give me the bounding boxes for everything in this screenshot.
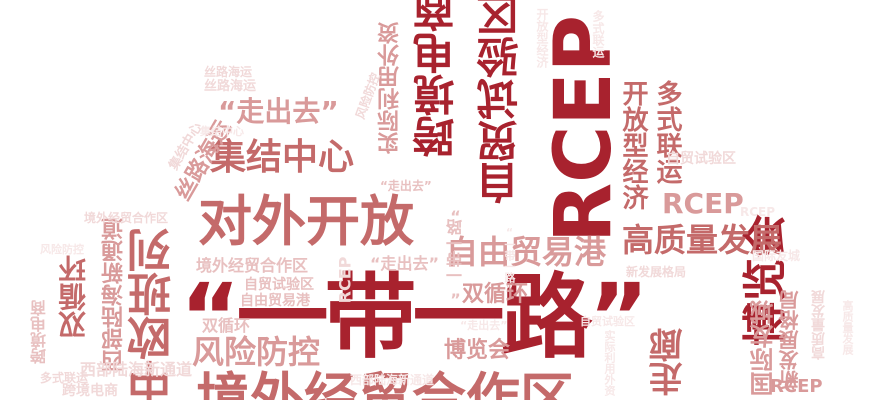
word-jingwai-3: 境外经贸合作区 [84,211,169,225]
word-kaifangxing-jingji: 开放型经济 [618,80,648,210]
word-fengxian-3: 风险防控 [40,243,84,256]
word-ziyou-maoyigang: 自由贸易港 [446,233,607,271]
word-ziyou-2: 自由贸易港 [240,293,310,309]
word-sihai-2: 丝路海运 [204,79,257,94]
word-zimao-3: 自贸试验区 [666,151,736,167]
word-zimao-shiyanqu: 自贸试验区 [476,0,525,204]
word-xinfazhan: 新发展格局 [778,290,802,390]
word-jingwai-jingmao: 境外经贸合作区 [196,367,574,400]
word-bolanhui-2: 博览会 [444,338,511,363]
word-rcep-4: RCEP [335,256,355,304]
word-xinfazhan-2: 新发展格局 [626,265,687,279]
word-jijie-3: 集结中心 [200,125,244,138]
word-duiwai-kaifang: 对外开放 [198,190,414,253]
word-xibu-2: 西部陆海新通道 [80,360,193,379]
word-shishi-2: 实际利用外资 [603,330,616,396]
word-shiji-liyong: 实际利用外资 [378,22,403,154]
word-xibu-luhai: 西部陆海新通道 [102,218,127,372]
word-gaozhiliang: 高质量发展 [622,221,783,259]
word-shuangxunhuan-2: 双循环 [462,282,529,307]
word-rcep-5: RCEP [740,205,776,219]
word-zouchuqu-3: “走出去” [380,179,432,193]
word-kuajing-2: 跨境电商 [30,300,49,364]
word-yidaiyilu-2: “一带一路” [446,200,465,302]
word-zimao-4: 自贸试验区 [580,315,635,328]
word-zouchuqu-2: “走出去” [370,254,440,273]
word-gaozhiliang-3: 高质量发展 [841,300,854,355]
word-shuangxunhuan-3: 双循环 [202,316,251,335]
word-kuajing-3: 跨境电商 [62,383,118,399]
word-fengxian-fangkong: 风险防控 [192,333,321,371]
word-rcep: RCEP [538,15,629,243]
word-zimao-2: 自贸试验区 [244,277,314,293]
word-zoulang: 走廊 [649,328,689,396]
word-shuangxunhuan: 双循环 [57,255,90,339]
word-yidaiyilu: “一带一路” [180,264,649,371]
word-rcep-2: RCEP [662,187,744,220]
word-guoji-2: 国际友城 [752,249,801,263]
word-yidaiyilu-3: “一带一路” [503,226,516,296]
word-duoshi-3: 多式联运 [591,10,605,58]
word-jingwai-2: 境外经贸合作区 [196,256,309,275]
word-sihai-3: 丝路海运 [204,65,253,79]
word-zouchuqu: “走出去” [218,95,339,128]
word-duoshi-2: 多式联运 [40,371,89,385]
word-jijie-zhongxin: 集结中心 [210,137,355,178]
word-kaifang-2: 开放型经济 [535,8,549,68]
word-gaozhiliang-2: 高质量发展 [811,290,827,360]
word-duoshi-lianyun: 多式联运 [652,80,682,184]
word-kuajing-dianshang: 跨境电商 [412,0,461,158]
word-zouchuqu-4: “走出去” [460,319,508,332]
word-rcep-3: RCEP [770,376,823,397]
word-xibu-3: 西部陆海新通道 [350,373,435,387]
